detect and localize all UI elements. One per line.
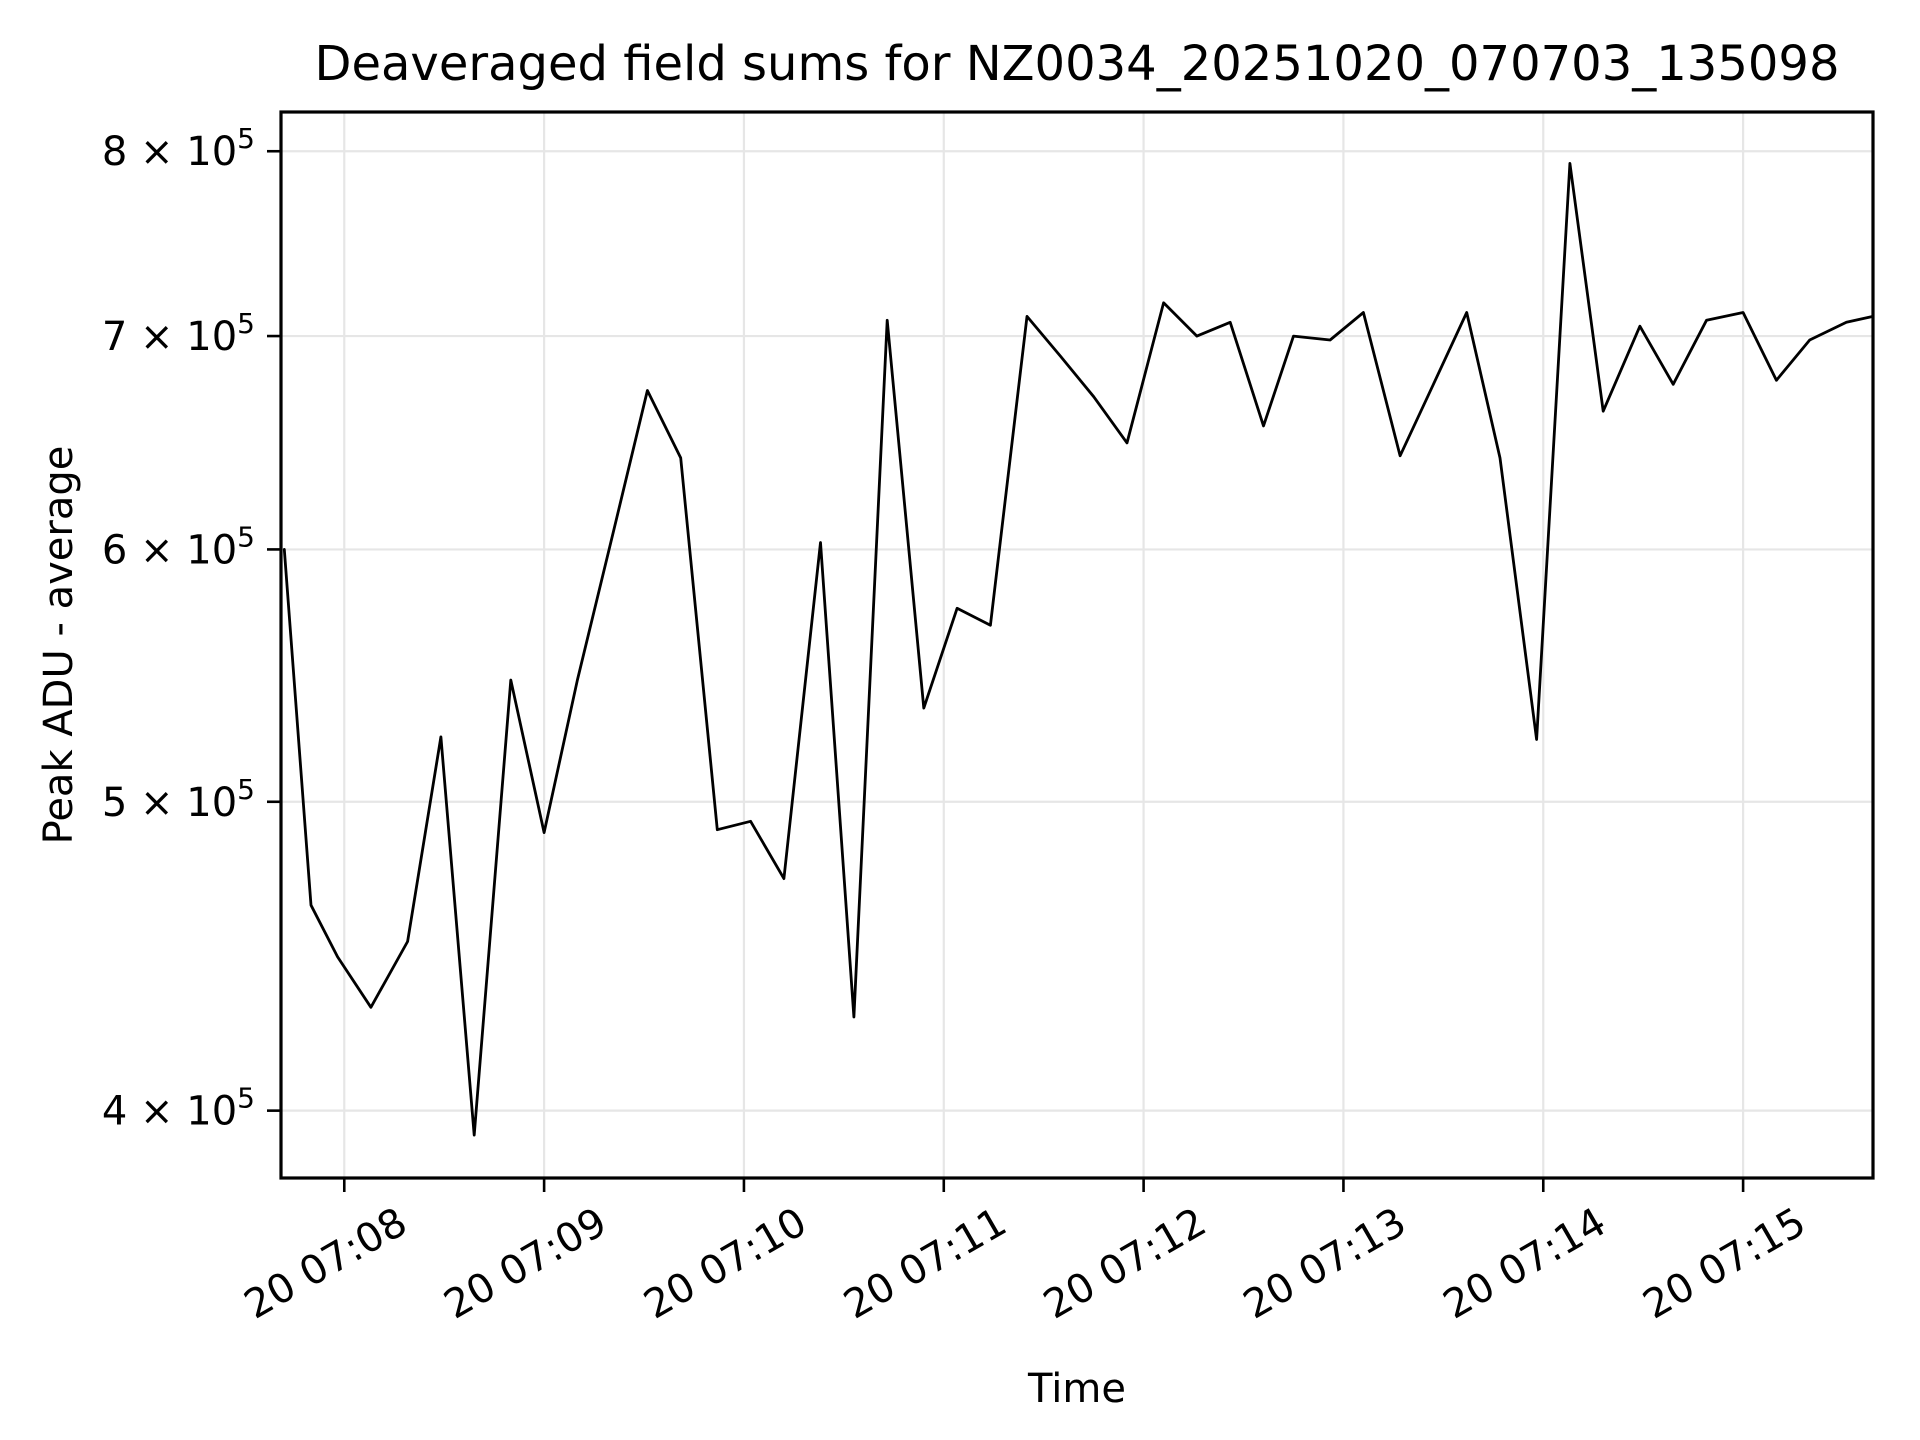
plot-border — [279, 110, 1875, 1180]
x-tick-labels: 20 07:08 20 07:09 20 07:10 20 07:11 20 07:12… — [237, 1199, 1814, 1328]
data-line-series — [282, 161, 1875, 1137]
x-tick-label-group: 20 07:14 — [1436, 1199, 1614, 1328]
x-axis-label: Time — [1027, 1366, 1126, 1412]
chart-title: Deaveraged field sums for NZ0034_2025102… — [315, 36, 1840, 92]
y-axis-label: Peak ADU - average — [36, 446, 82, 845]
gridlines — [281, 112, 1873, 1178]
x-tick-label: 20 07:12 — [1036, 1199, 1214, 1328]
y-tick-label: 7 × 105 — [102, 307, 255, 360]
y-tick-labels: 4 × 105 5 × 105 6 × 105 7 × 105 8 × 105 — [102, 122, 255, 1134]
x-tick-label: 20 07:09 — [437, 1199, 615, 1328]
x-tick-label-group: 20 07:09 — [437, 1199, 615, 1328]
x-tick-label: 20 07:10 — [636, 1199, 814, 1328]
x-tick-label: 20 07:13 — [1236, 1199, 1414, 1328]
x-tick-label-group: 20 07:15 — [1636, 1199, 1814, 1328]
x-tick-label: 20 07:08 — [237, 1199, 415, 1328]
x-tick-label-group: 20 07:08 — [237, 1199, 415, 1328]
data-line-layer — [282, 161, 1875, 1137]
x-tick-label: 20 07:15 — [1636, 1199, 1814, 1328]
x-tick-label: 20 07:11 — [836, 1199, 1014, 1328]
x-tick-label-group: 20 07:13 — [1236, 1199, 1414, 1328]
x-tick-label: 20 07:14 — [1436, 1199, 1614, 1328]
x-tick-label-group: 20 07:11 — [836, 1199, 1014, 1328]
y-tick-label: 6 × 105 — [102, 520, 255, 573]
x-tick-label-group: 20 07:12 — [1036, 1199, 1214, 1328]
y-tick-label: 5 × 105 — [102, 773, 255, 826]
axis-ticks — [267, 149, 1745, 1192]
y-tick-label: 8 × 105 — [102, 122, 255, 175]
x-tick-label-group: 20 07:10 — [636, 1199, 814, 1328]
y-tick-label: 4 × 105 — [102, 1082, 255, 1135]
